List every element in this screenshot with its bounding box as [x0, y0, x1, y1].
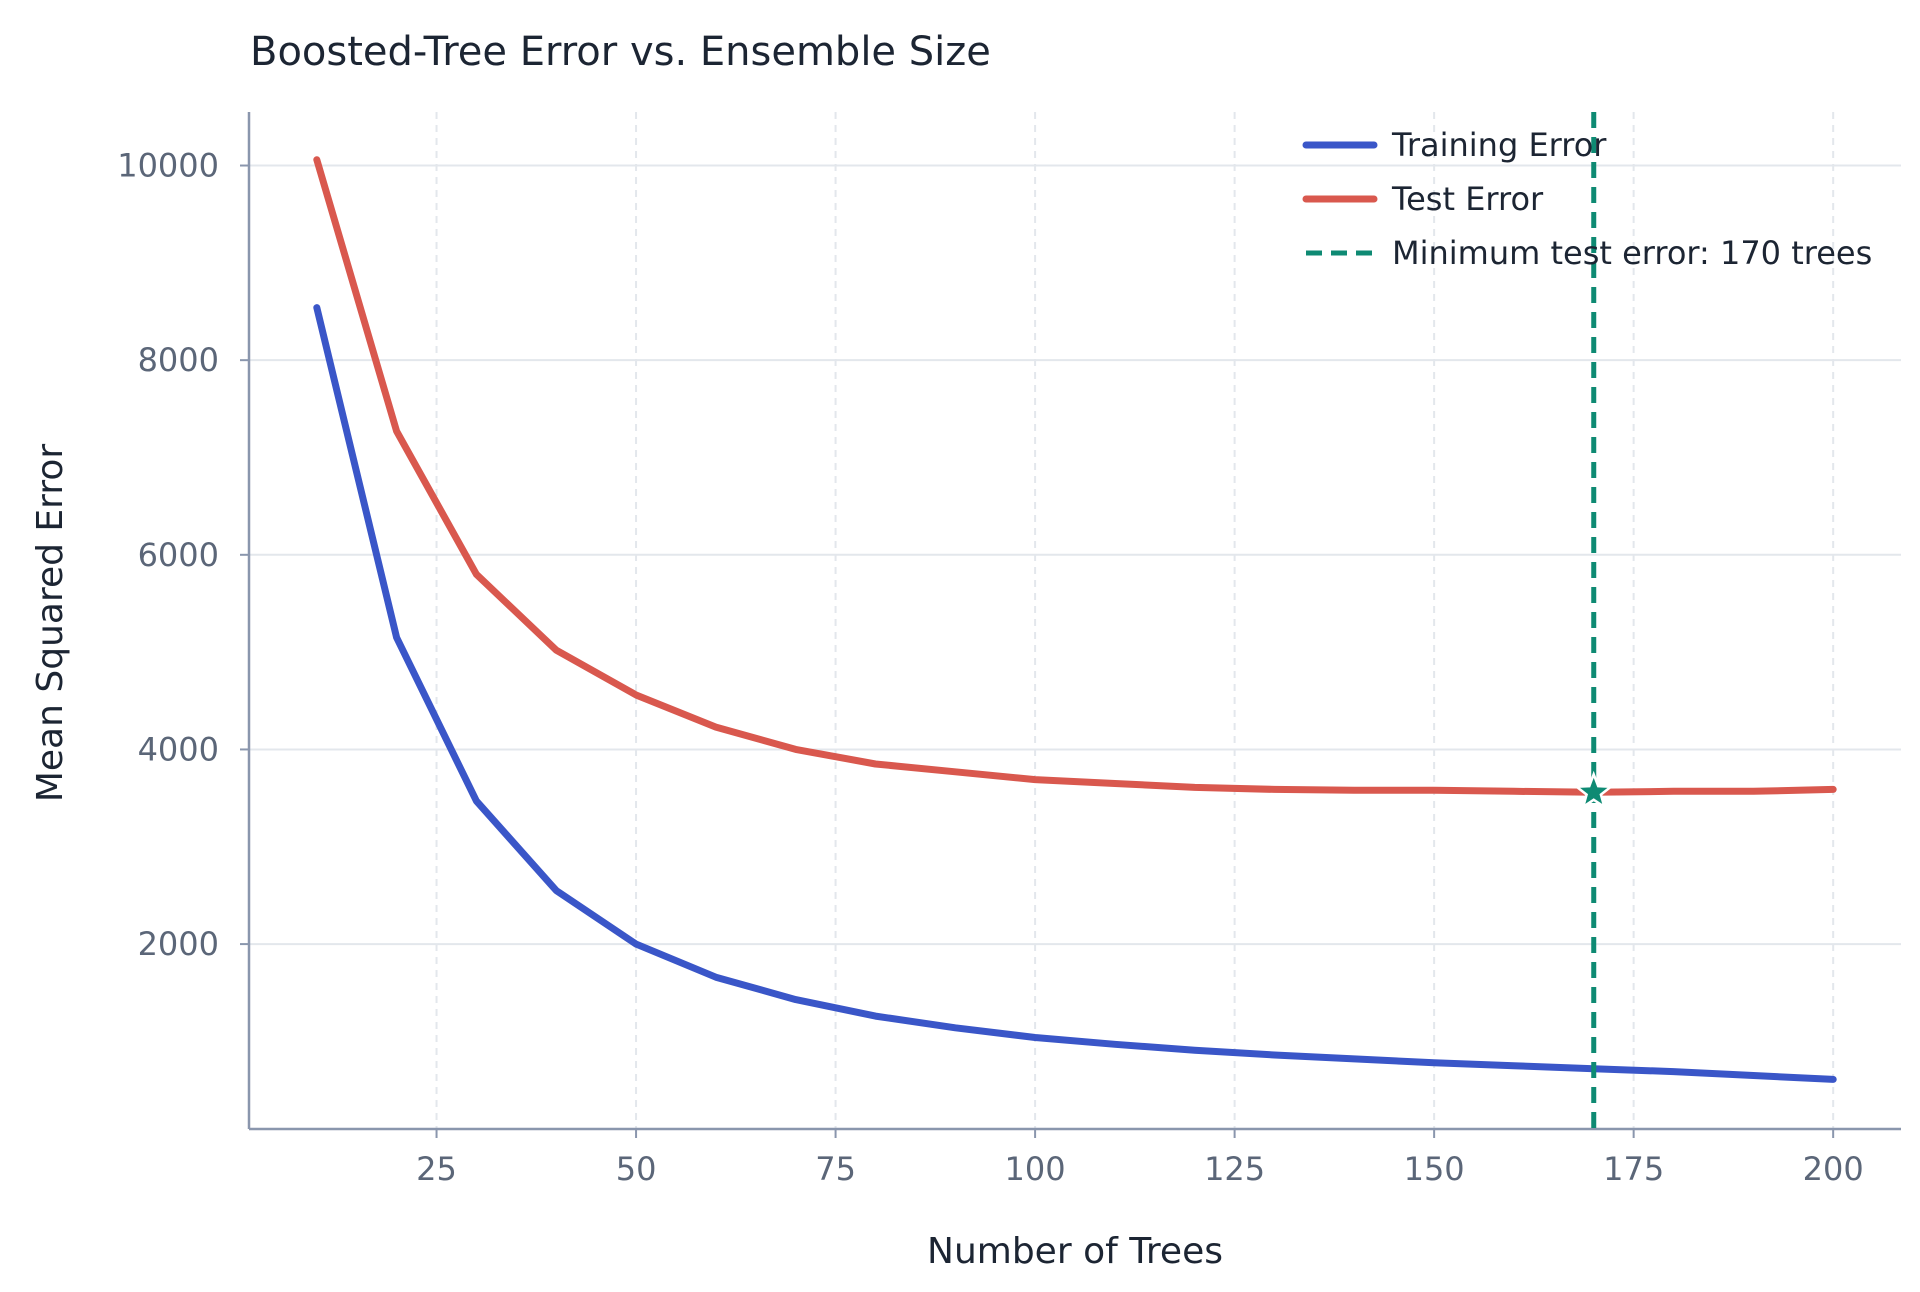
grid-layer [249, 112, 1901, 1129]
x-tick-label: 150 [1404, 1150, 1465, 1188]
y-tick-label: 8000 [138, 341, 219, 379]
x-tick-label: 75 [815, 1150, 856, 1188]
series-layer [313, 156, 1837, 1083]
y-tick-label: 4000 [138, 730, 219, 768]
ticks-layer: 25 50 75 100 125 150 175 200 2000 4000 6000 8000 100… [117, 147, 1864, 1188]
test-error-line [313, 156, 1837, 796]
x-tick-label: 175 [1603, 1150, 1664, 1188]
x-tick-label: 200 [1803, 1150, 1864, 1188]
y-tick-label: 6000 [138, 536, 219, 574]
x-tick-label: 125 [1204, 1150, 1265, 1188]
min-test-error-star-icon [1573, 770, 1615, 810]
reference-layer [1573, 112, 1615, 1129]
chart-title: Boosted-Tree Error vs. Ensemble Size [250, 29, 991, 75]
y-tick-label: 10000 [117, 147, 219, 185]
x-tick-label: 50 [616, 1150, 657, 1188]
legend-label-training: Training Error [1391, 126, 1607, 164]
legend-label-min-test-error: Minimum test error: 170 trees [1392, 234, 1872, 272]
y-tick-label: 2000 [138, 925, 219, 963]
legend: Training Error Test Error Minimum test err… [1302, 126, 1872, 272]
x-tick-label: 100 [1005, 1150, 1066, 1188]
x-tick-label: 25 [416, 1150, 457, 1188]
x-axis-label: Number of Trees [927, 1231, 1223, 1272]
axes-layer [247, 112, 1901, 1131]
legend-label-test: Test Error [1391, 180, 1544, 218]
training-error-line [313, 304, 1837, 1083]
y-axis-label: Mean Squared Error [30, 444, 71, 803]
